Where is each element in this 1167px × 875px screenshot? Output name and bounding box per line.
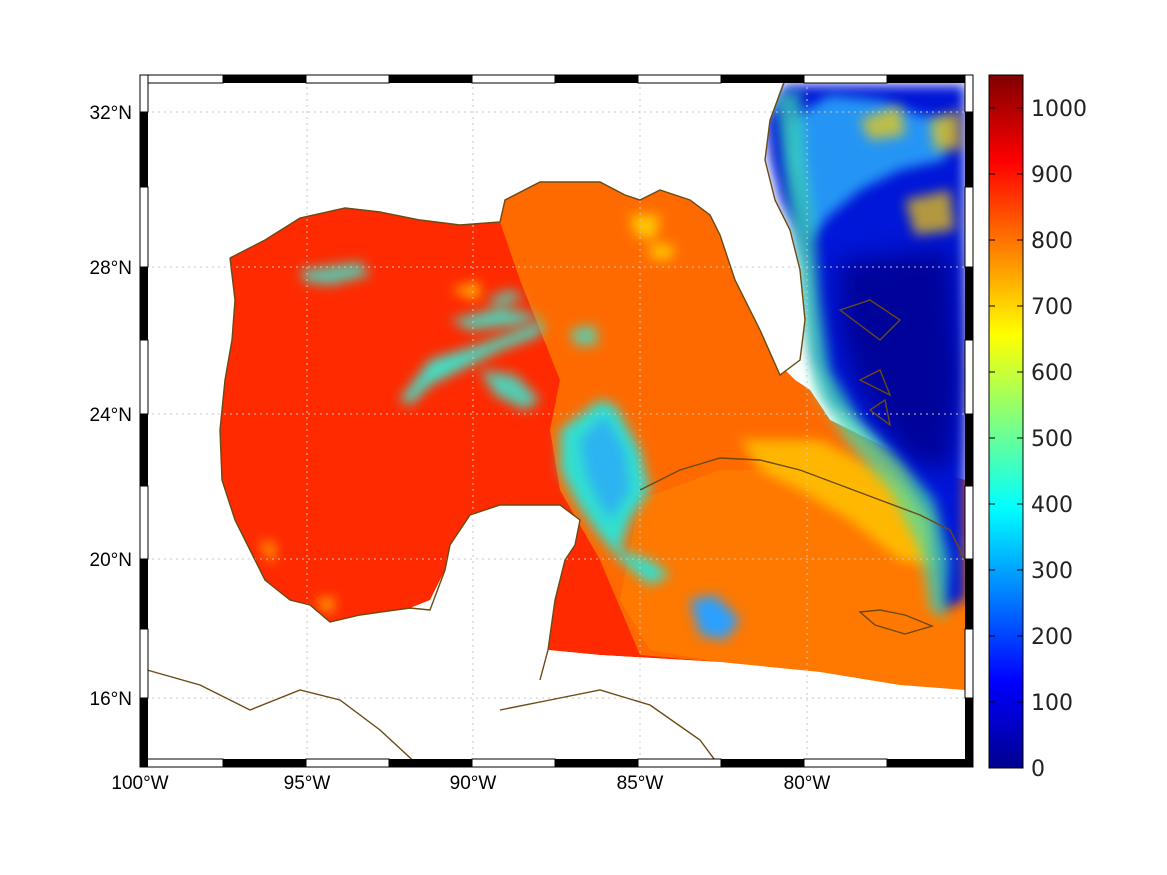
yucatan-land: [430, 505, 580, 660]
lon-tick-label: 100°W: [111, 773, 168, 794]
lon-tick-labels: 100°W 95°W 90°W 85°W 80°W: [111, 773, 830, 794]
lat-tick-label: 24°N: [90, 405, 132, 426]
colorbar-ticks: [989, 107, 1023, 769]
filament-1: [400, 320, 545, 405]
colorbar-tick-label: 900: [1031, 163, 1073, 188]
lat-tick-label: 20°N: [90, 550, 132, 571]
colorbar-tick-label: 500: [1031, 427, 1073, 452]
lat-tick-label: 32°N: [90, 103, 132, 124]
lon-tick-label: 95°W: [284, 773, 331, 794]
south-land: [140, 608, 973, 767]
eddy-caribbean: [690, 595, 740, 640]
colorbar-tick-label: 600: [1031, 361, 1073, 386]
colorbar-tick-label: 800: [1031, 229, 1073, 254]
colorbar-tick-label: 300: [1031, 559, 1073, 584]
colorbar-tick-label: 400: [1031, 493, 1073, 518]
loop-current-core: [580, 415, 630, 520]
atlantic-deep: [840, 250, 960, 470]
filament-2: [450, 290, 540, 410]
frame-border-top: [139, 74, 973, 84]
frame-border-bottom: [139, 758, 973, 768]
filament-3: [300, 262, 598, 345]
colorbar-tick-label: 100: [1031, 691, 1073, 716]
lon-tick-label: 90°W: [450, 773, 497, 794]
lat-tick-labels: 32°N 28°N 24°N 20°N 16°N: [90, 103, 132, 710]
colorbar-tick-label: 0: [1031, 757, 1045, 782]
atlantic-yellow-patches: [860, 105, 962, 235]
lon-tick-label: 80°W: [784, 773, 831, 794]
yellow-speckles: [260, 215, 675, 615]
colorbar: [988, 74, 1024, 769]
data-field: [140, 75, 973, 767]
atlantic-cyan-swirls: [790, 95, 950, 240]
atlantic-coastal-band: [775, 90, 950, 620]
lon-tick-label: 85°W: [617, 773, 664, 794]
frame-border-left: [139, 74, 149, 767]
frame-border-right: [964, 74, 974, 767]
lat-tick-label: 28°N: [90, 258, 132, 279]
north-gulf-land: [140, 75, 805, 622]
colorbar-tick-label: 200: [1031, 625, 1073, 650]
coastlines: [139, 79, 966, 768]
colorbar-tick-label: 1000: [1031, 97, 1087, 122]
lat-tick-label: 16°N: [90, 689, 132, 710]
colorbar-tick-label: 700: [1031, 295, 1073, 320]
colorbar-labels: 0 100 200 300 400 500 600 700 800 900 10…: [1031, 97, 1087, 782]
yellow-band: [740, 440, 960, 570]
